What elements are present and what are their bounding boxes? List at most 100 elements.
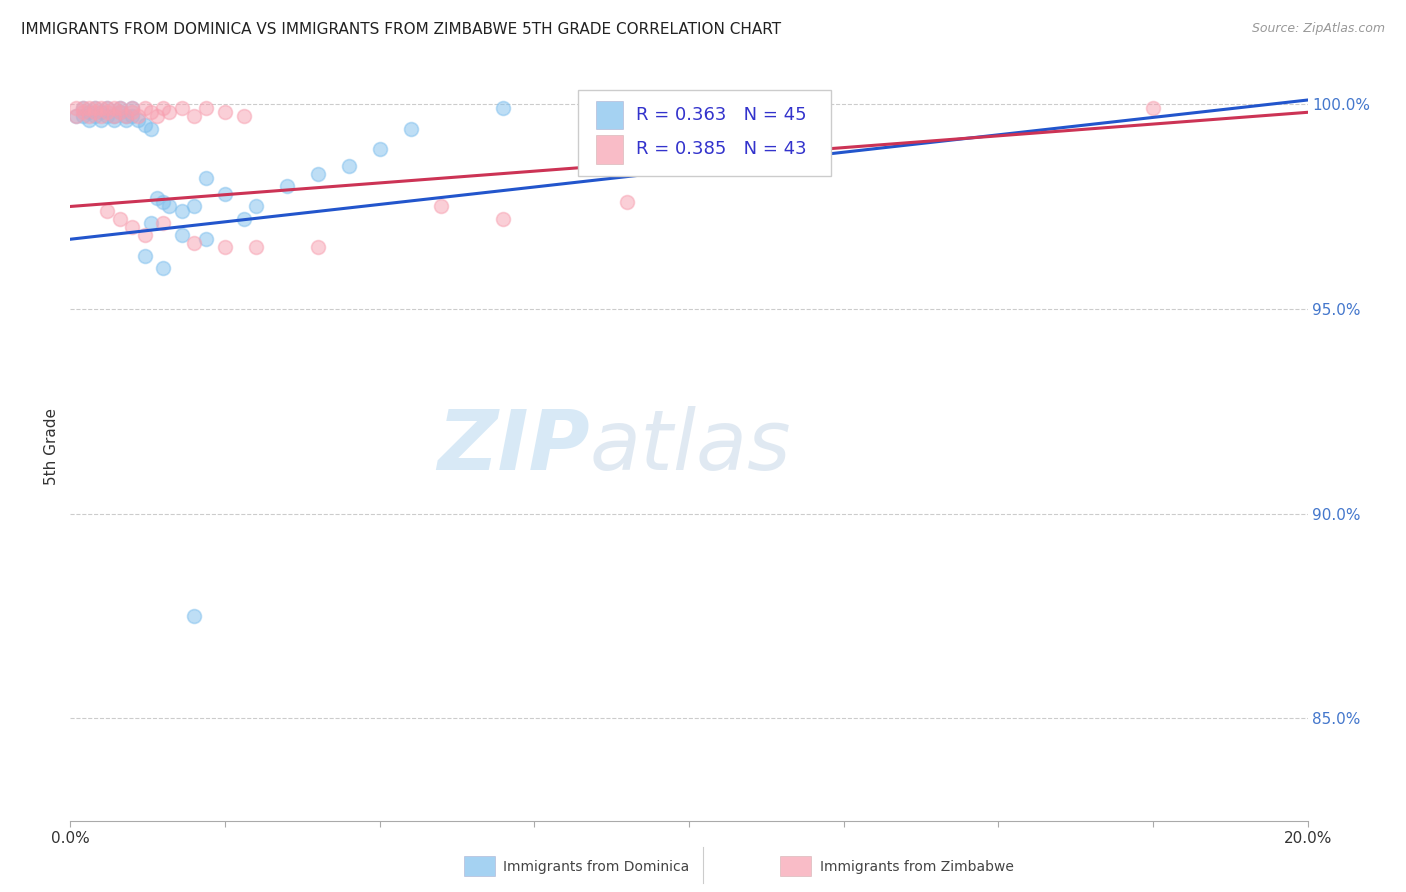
Point xyxy=(72,105,94,120)
Point xyxy=(121,109,143,123)
Point xyxy=(103,109,125,123)
Point xyxy=(195,170,218,185)
Text: R = 0.385   N = 43: R = 0.385 N = 43 xyxy=(636,140,807,158)
Point xyxy=(134,118,156,132)
Y-axis label: 5th Grade: 5th Grade xyxy=(44,408,59,484)
Text: atlas: atlas xyxy=(591,406,792,486)
Point xyxy=(616,195,638,210)
Point xyxy=(72,109,94,123)
Point xyxy=(65,109,87,123)
Point xyxy=(157,105,180,120)
Point xyxy=(121,101,143,115)
Text: Immigrants from Dominica: Immigrants from Dominica xyxy=(503,860,689,874)
Bar xyxy=(596,101,623,129)
Point xyxy=(214,105,236,120)
Point xyxy=(90,105,112,120)
Point xyxy=(195,101,218,115)
Point xyxy=(90,109,112,123)
Point xyxy=(368,142,391,156)
Point xyxy=(72,101,94,115)
Text: R = 0.363   N = 45: R = 0.363 N = 45 xyxy=(636,106,807,124)
Text: ZIP: ZIP xyxy=(437,406,591,486)
Point xyxy=(183,236,205,251)
Text: Immigrants from Zimbabwe: Immigrants from Zimbabwe xyxy=(820,860,1014,874)
Point xyxy=(146,191,169,205)
Point xyxy=(108,105,131,120)
Point xyxy=(195,232,218,246)
Point xyxy=(134,101,156,115)
Point xyxy=(108,211,131,226)
Point xyxy=(84,105,107,120)
Point xyxy=(170,101,193,115)
Point xyxy=(90,113,112,128)
Point xyxy=(84,101,107,115)
FancyBboxPatch shape xyxy=(578,90,831,177)
Point xyxy=(139,105,162,120)
Point xyxy=(121,219,143,234)
Point xyxy=(245,240,267,254)
Text: IMMIGRANTS FROM DOMINICA VS IMMIGRANTS FROM ZIMBABWE 5TH GRADE CORRELATION CHART: IMMIGRANTS FROM DOMINICA VS IMMIGRANTS F… xyxy=(21,22,782,37)
Point xyxy=(337,159,360,173)
Point xyxy=(170,228,193,243)
Point xyxy=(134,228,156,243)
Point xyxy=(77,109,100,123)
Point xyxy=(103,109,125,123)
Point xyxy=(307,240,329,254)
Point xyxy=(678,105,700,120)
Point xyxy=(96,101,118,115)
Point xyxy=(430,199,453,213)
Point xyxy=(115,109,138,123)
Point xyxy=(232,109,254,123)
Point xyxy=(96,203,118,218)
Point xyxy=(96,101,118,115)
Point xyxy=(232,211,254,226)
Point xyxy=(115,109,138,123)
Point xyxy=(585,101,607,115)
Point xyxy=(152,101,174,115)
Point xyxy=(183,608,205,623)
Point xyxy=(152,195,174,210)
Point xyxy=(492,101,515,115)
Point xyxy=(103,101,125,115)
Point xyxy=(103,113,125,128)
Point xyxy=(152,260,174,275)
Point xyxy=(115,113,138,128)
Point xyxy=(127,113,149,128)
Point xyxy=(183,199,205,213)
Point xyxy=(121,101,143,115)
Point xyxy=(127,109,149,123)
Point xyxy=(65,109,87,123)
Point xyxy=(96,105,118,120)
Point xyxy=(152,216,174,230)
Point xyxy=(77,113,100,128)
Point xyxy=(84,101,107,115)
Point xyxy=(214,240,236,254)
Point xyxy=(139,216,162,230)
Point xyxy=(90,101,112,115)
Point xyxy=(307,167,329,181)
Point xyxy=(183,109,205,123)
Point xyxy=(96,109,118,123)
Point xyxy=(108,105,131,120)
Point xyxy=(84,109,107,123)
Point xyxy=(108,101,131,115)
Point xyxy=(492,211,515,226)
Point xyxy=(77,101,100,115)
Point xyxy=(1142,101,1164,115)
Point xyxy=(134,249,156,263)
Point xyxy=(121,105,143,120)
Point xyxy=(157,199,180,213)
Point xyxy=(108,101,131,115)
Text: Source: ZipAtlas.com: Source: ZipAtlas.com xyxy=(1251,22,1385,36)
Point xyxy=(72,101,94,115)
Point xyxy=(276,179,298,194)
Point xyxy=(170,203,193,218)
Point xyxy=(245,199,267,213)
Point xyxy=(399,121,422,136)
Bar xyxy=(596,135,623,163)
Point xyxy=(139,121,162,136)
Point xyxy=(214,187,236,202)
Point xyxy=(77,105,100,120)
Point xyxy=(146,109,169,123)
Point xyxy=(65,101,87,115)
